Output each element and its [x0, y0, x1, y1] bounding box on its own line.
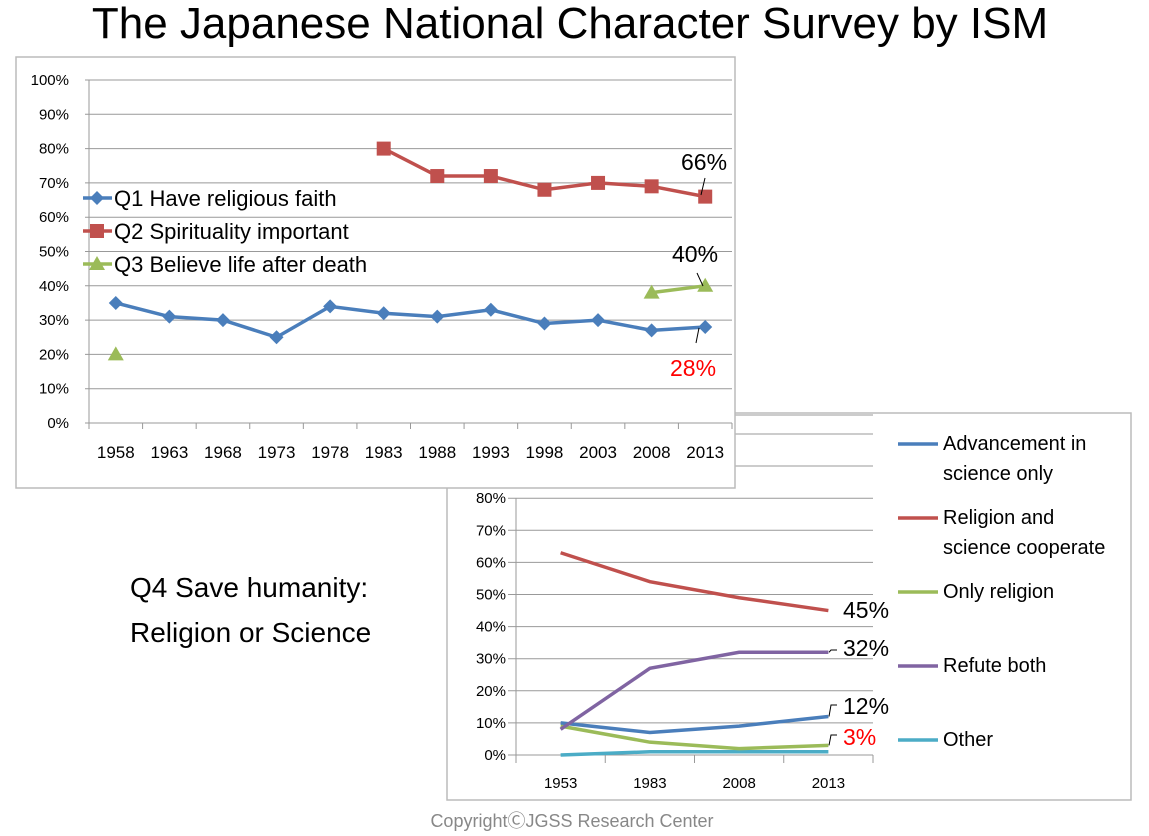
data-point-triangle	[697, 277, 714, 292]
data-point-square	[698, 189, 713, 204]
legend-label: science only	[943, 463, 1053, 485]
y-tick-label: 80%	[476, 490, 506, 507]
data-point-square	[376, 141, 391, 156]
chart-q1-q3: 0% 10% 20% 30% 40% 50% 60% 70% 80% 90% 100% 1958 196…	[15, 56, 736, 489]
series-line-2	[651, 284, 706, 295]
leader-line	[828, 704, 837, 717]
leader-line	[695, 327, 700, 344]
y-tick-label: 70%	[39, 175, 69, 192]
y-tick-label: 90%	[39, 106, 69, 123]
series-line-1	[560, 551, 829, 613]
data-point-diamond	[162, 309, 177, 324]
leader-line	[828, 734, 837, 746]
data-point-diamond	[108, 295, 123, 310]
x-tick-label: 1983	[633, 775, 666, 792]
y-tick-label: 60%	[476, 554, 506, 571]
y-tick-label: 100%	[31, 72, 69, 89]
y-tick-label: 40%	[39, 278, 69, 295]
y-tick-label: 0%	[47, 415, 69, 432]
data-point-diamond	[430, 309, 445, 324]
y-tick-label: 80%	[39, 141, 69, 158]
data-point-square	[537, 182, 552, 197]
x-tick-label: 1953	[544, 775, 577, 792]
y-tick-label: 50%	[476, 587, 506, 604]
data-label: 66%	[681, 149, 727, 175]
y-tick-label: 20%	[476, 683, 506, 700]
legend-label: Only religion	[943, 581, 1054, 603]
series-line-4	[560, 750, 829, 757]
legend-label: Advancement in	[943, 433, 1086, 455]
x-tick-label: 2008	[722, 775, 755, 792]
x-tick-label: 2003	[579, 443, 617, 462]
data-label: 12%	[843, 693, 889, 719]
x-tick-label: 2013	[812, 775, 845, 792]
data-label: 45%	[843, 597, 889, 623]
page-title: The Japanese National Character Survey b…	[92, 0, 1048, 48]
x-tick-label: 2013	[686, 443, 724, 462]
leader-line	[696, 272, 704, 287]
y-tick-label: 40%	[476, 619, 506, 636]
leader-line	[700, 177, 706, 196]
x-tick-label: 2008	[633, 443, 671, 462]
data-point-square	[644, 179, 659, 194]
copyright: CopyrightⒸJGSS Research Center	[430, 811, 713, 831]
chart-q1-frame	[15, 56, 736, 489]
y-tick-label: 10%	[39, 381, 69, 398]
x-tick-label: 1958	[97, 443, 135, 462]
x-tick-label: 1963	[150, 443, 188, 462]
legend-label: science cooperate	[943, 537, 1105, 559]
y-tick-label: 0%	[484, 747, 506, 764]
data-point-triangle	[643, 284, 660, 299]
data-label: 32%	[843, 635, 889, 661]
series-line-2	[560, 724, 829, 751]
q4-label-line2: Religion or Science	[130, 617, 371, 648]
y-tick-label: 30%	[476, 651, 506, 668]
q4-label-line1: Q4 Save humanity:	[130, 572, 368, 603]
data-point-diamond	[215, 313, 230, 328]
legend-label: Q2 Spirituality important	[114, 219, 349, 244]
data-point-diamond	[376, 306, 391, 321]
data-label: 40%	[672, 241, 718, 267]
data-point-diamond	[269, 330, 284, 345]
y-tick-label: 70%	[476, 522, 506, 539]
x-tick-label: 1978	[311, 443, 349, 462]
legend-label: Q3 Believe life after death	[114, 252, 367, 277]
x-tick-label: 1998	[526, 443, 564, 462]
x-tick-label: 1993	[472, 443, 510, 462]
y-tick-label: 20%	[39, 346, 69, 363]
legend-label: Religion and	[943, 507, 1054, 529]
data-point-diamond	[698, 319, 713, 334]
x-tick-label: 1983	[365, 443, 403, 462]
x-tick-label: 1988	[418, 443, 456, 462]
data-label: 28%	[670, 355, 716, 381]
y-tick-label: 50%	[39, 244, 69, 261]
legend-marker	[89, 256, 105, 270]
data-point-diamond	[537, 316, 552, 331]
data-point-square	[591, 175, 606, 190]
legend-label: Q1 Have religious faith	[114, 186, 337, 211]
data-point-triangle	[107, 346, 124, 361]
data-point-diamond	[483, 302, 498, 317]
data-point-diamond	[323, 299, 338, 314]
data-label: 3%	[843, 724, 876, 750]
data-point-diamond	[644, 323, 659, 338]
y-tick-label: 60%	[39, 209, 69, 226]
legend-marker	[90, 224, 104, 238]
legend-label: Refute both	[943, 655, 1046, 677]
legend-label: Other	[943, 729, 993, 751]
series-line-3	[559, 650, 829, 731]
leader-line	[828, 649, 837, 653]
series-line-0	[115, 301, 706, 340]
series-line-0	[560, 714, 829, 735]
x-tick-label: 1968	[204, 443, 242, 462]
x-tick-label: 1973	[258, 443, 296, 462]
y-tick-label: 10%	[476, 715, 506, 732]
data-point-square	[430, 169, 445, 184]
legend-marker	[90, 191, 104, 205]
data-point-square	[483, 169, 498, 184]
data-point-diamond	[591, 313, 606, 328]
y-tick-label: 30%	[39, 312, 69, 329]
